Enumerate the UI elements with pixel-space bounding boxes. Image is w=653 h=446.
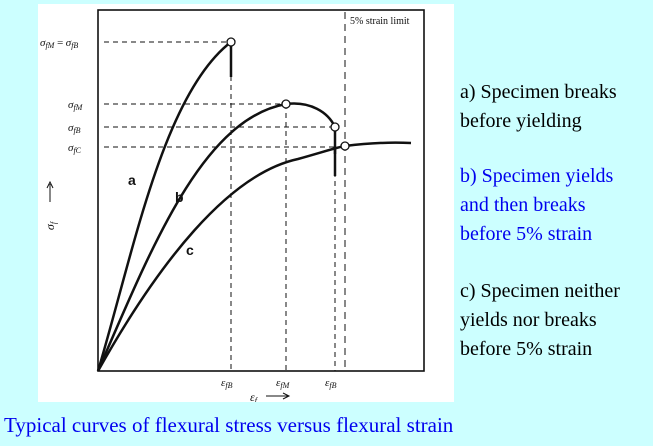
curve-c-label: c: [186, 242, 194, 258]
caption: Typical curves of flexural stress versus…: [4, 413, 454, 437]
legend-b-line-2: and then breaks: [460, 194, 586, 216]
svg-text:σf: σf: [43, 220, 58, 230]
y-tick-fb: σfB: [68, 122, 81, 135]
svg-text:εf: εf: [250, 390, 259, 402]
y-tick-fc: σfC: [68, 142, 82, 155]
svg-text:σfC: σfC: [68, 142, 82, 155]
y-axis-label: σf: [43, 220, 58, 230]
curve-b-label: b: [175, 189, 184, 205]
svg-text:σfM: σfM: [68, 99, 84, 112]
legend-item-c: c) Specimen neither yields nor breaks be…: [460, 277, 650, 364]
curve-a-break-point: [226, 37, 236, 47]
svg-text:εfB: εfB: [325, 377, 337, 390]
legend-a-line-2: before yielding: [460, 110, 582, 132]
svg-text:σfM=σfB: σfM = σfB: [40, 37, 78, 50]
legend-a-line-1: a) Specimen breaks: [460, 81, 617, 103]
curve-c-limit-point: [340, 141, 350, 151]
x-axis-label: εf: [250, 390, 259, 402]
y-tick-fm: σfM: [68, 99, 84, 112]
stress-strain-diagram: 5% strain limit a b c σfM = σfB σfM: [40, 9, 425, 402]
figure-panel: 5% strain limit a b c σfM = σfB σfM: [38, 4, 454, 402]
legend-item-a: a) Specimen breaks before yielding: [460, 78, 650, 136]
svg-text:εfM: εfM: [276, 377, 291, 390]
strain-limit-label: 5% strain limit: [350, 16, 410, 27]
legend-b-line-1: b) Specimen yields: [460, 165, 614, 187]
curve-b: [96, 102, 337, 372]
x-tick-eps-fb-b: εfB: [325, 377, 337, 390]
x-tick-eps-fb-a: εfB: [221, 377, 233, 390]
x-tick-eps-fm-b: εfM: [276, 377, 291, 390]
curve-c: [96, 141, 412, 372]
curve-b-break-point: [330, 122, 340, 132]
curve-a: [96, 41, 232, 372]
legend-c-line-1: c) Specimen neither: [460, 280, 620, 302]
y-axis-arrowhead: [46, 180, 54, 189]
x-axis-arrowhead: [282, 392, 291, 400]
svg-text:σfB: σfB: [68, 122, 81, 135]
svg-text:εfB: εfB: [221, 377, 233, 390]
curve-b-max-point: [281, 99, 291, 109]
legend-c-line-2: yields nor breaks: [460, 309, 597, 331]
legend-b-line-3: before 5% strain: [460, 223, 593, 245]
plot-frame: [97, 9, 425, 372]
curve-a-label: a: [128, 172, 136, 188]
legend-item-b: b) Specimen yields and then breaks befor…: [460, 162, 650, 249]
y-tick-fm-eq-fb: σfM = σfB: [40, 37, 78, 50]
legend-c-line-3: before 5% strain: [460, 338, 593, 360]
